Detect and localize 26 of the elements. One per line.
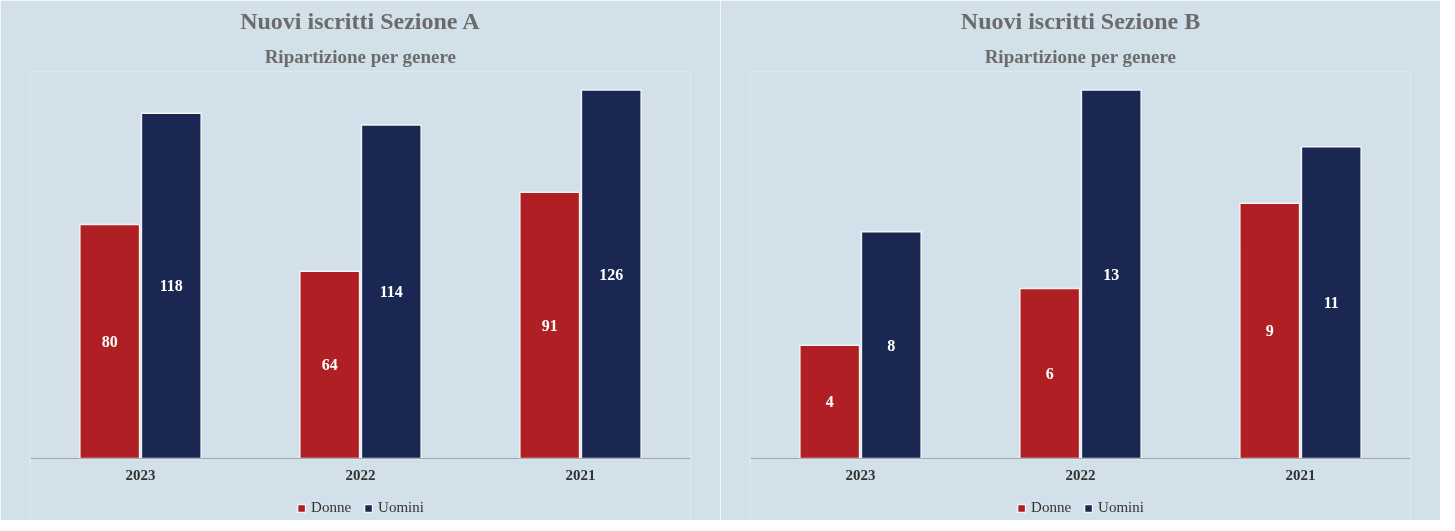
chart-title: Nuovi iscritti Sezione A — [240, 7, 481, 34]
x-tick-label: 2023 — [845, 466, 876, 483]
data-label: 126 — [599, 265, 624, 283]
data-label: 13 — [1103, 265, 1120, 283]
x-tick-label: 2021 — [1285, 466, 1316, 483]
chart-subtitle: Ripartizione per genere — [264, 45, 457, 67]
data-label: 8 — [887, 336, 896, 354]
chart-subtitle: Ripartizione per genere — [984, 45, 1177, 67]
legend-label: Donne — [311, 499, 352, 516]
data-label: 11 — [1323, 294, 1339, 312]
x-tick-label: 2022 — [1065, 466, 1096, 483]
data-label: 9 — [1265, 322, 1274, 340]
legend-label: Donne — [1031, 499, 1072, 516]
data-label: 80 — [101, 333, 118, 351]
chart-title: Nuovi iscritti Sezione B — [960, 7, 1201, 34]
legend-label: Uomini — [1098, 499, 1144, 516]
data-label: 118 — [159, 277, 183, 295]
data-label: 4 — [825, 393, 834, 411]
x-tick-label: 2023 — [125, 466, 156, 483]
legend-label: Uomini — [378, 499, 424, 516]
data-label: 6 — [1045, 365, 1054, 382]
x-tick-label: 2021 — [565, 466, 596, 483]
data-label: 91 — [541, 316, 558, 334]
data-label: 64 — [321, 356, 338, 374]
x-tick-label: 2022 — [345, 466, 376, 483]
data-label: 114 — [379, 283, 403, 301]
